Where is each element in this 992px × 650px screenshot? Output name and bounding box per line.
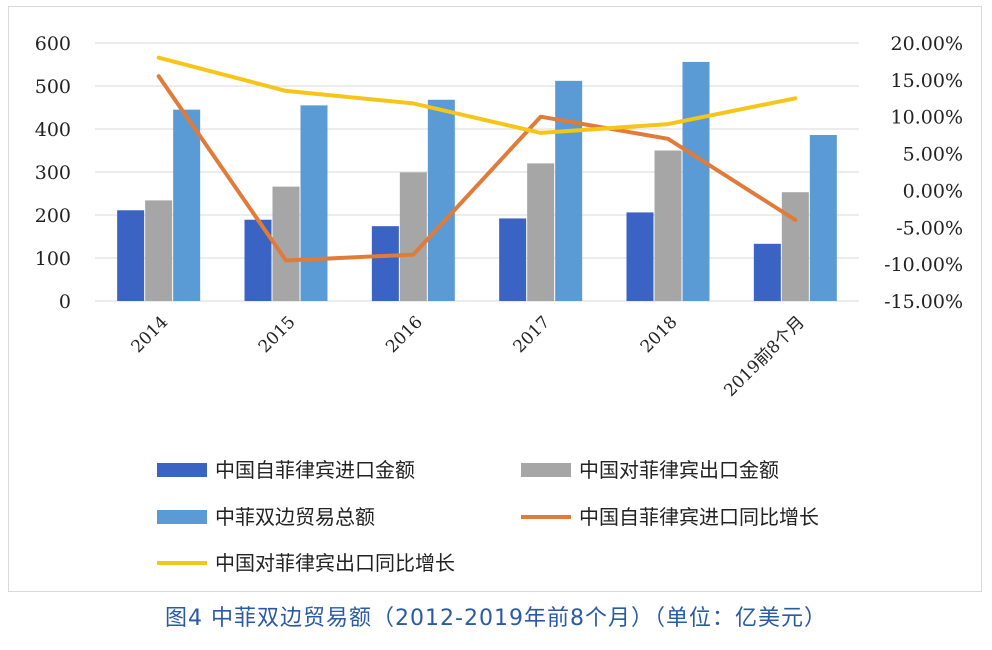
legend-label: 中国对菲律宾出口金额 bbox=[579, 458, 779, 482]
y-left-tick-label: 500 bbox=[35, 76, 71, 98]
bar-2 bbox=[655, 151, 682, 302]
legend-swatch bbox=[157, 510, 207, 524]
bar-3 bbox=[173, 110, 200, 301]
y-right-tick-label: 10.00% bbox=[891, 107, 963, 129]
x-tick-label: 2016 bbox=[382, 312, 427, 357]
y-right-tick-label: 20.00% bbox=[891, 33, 963, 55]
y-right-tick-label: -10.00% bbox=[884, 254, 963, 276]
chart-frame: 0 100 200 300 400 500 600 -15.00% -10.00% -5.00% 0… bbox=[8, 6, 982, 592]
y-left-tick-label: 100 bbox=[35, 248, 71, 270]
bar-3 bbox=[301, 105, 328, 301]
y-left-tick-label: 600 bbox=[35, 33, 71, 55]
chart-svg: 0 100 200 300 400 500 600 -15.00% -10.00% -5.00% 0… bbox=[9, 7, 981, 591]
y-right-tick-label: -15.00% bbox=[884, 291, 963, 313]
bar-2 bbox=[782, 192, 809, 301]
y-left-tick-label: 400 bbox=[35, 119, 71, 141]
bar-3 bbox=[428, 100, 455, 301]
y-right-tick-label: -5.00% bbox=[896, 217, 963, 239]
x-tick-label: 2014 bbox=[127, 312, 172, 357]
bar-1 bbox=[372, 226, 399, 301]
bar-2 bbox=[527, 163, 554, 301]
legend-swatch bbox=[157, 463, 207, 477]
x-tick-label: 2018 bbox=[637, 312, 682, 357]
x-tick-label: 2017 bbox=[509, 312, 554, 357]
x-tick-label: 2019前8个月 bbox=[720, 312, 808, 400]
legend-label: 中国自菲律宾进口金额 bbox=[215, 458, 415, 482]
bar-1 bbox=[499, 218, 526, 301]
bar-2 bbox=[400, 172, 427, 301]
x-tick-label: 2015 bbox=[255, 312, 300, 357]
legend-label: 中国自菲律宾进口同比增长 bbox=[579, 505, 819, 529]
y-left-tick-label: 0 bbox=[59, 291, 71, 313]
legend-swatch bbox=[521, 463, 571, 477]
y-left-tick-label: 300 bbox=[35, 162, 71, 184]
y-right-tick-label: 0.00% bbox=[903, 180, 963, 202]
bar-3 bbox=[810, 135, 837, 301]
legend-label: 中菲双边贸易总额 bbox=[215, 505, 375, 529]
bar-3 bbox=[683, 62, 710, 301]
bar-1 bbox=[117, 210, 144, 301]
bar-2 bbox=[145, 200, 172, 301]
y-right-tick-label: 5.00% bbox=[903, 144, 963, 166]
legend-label: 中国对菲律宾出口同比增长 bbox=[215, 551, 455, 575]
y-left-tick-label: 200 bbox=[35, 205, 71, 227]
y-right-tick-label: 15.00% bbox=[891, 70, 963, 92]
figure-caption: 图4 中菲双边贸易额（2012-2019年前8个月）（单位：亿美元） bbox=[0, 600, 992, 632]
bar-1 bbox=[754, 244, 781, 301]
bar-1 bbox=[627, 212, 654, 301]
bar-3 bbox=[555, 81, 582, 301]
